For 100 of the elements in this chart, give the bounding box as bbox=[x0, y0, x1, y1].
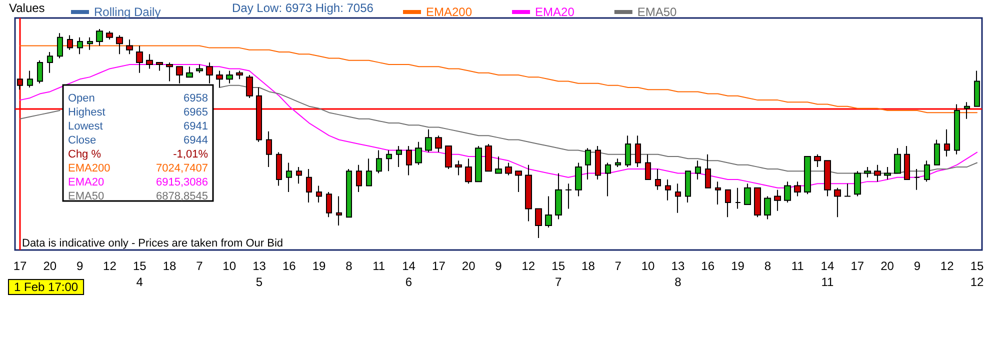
candlestick bbox=[665, 178, 671, 201]
candlestick bbox=[974, 70, 980, 107]
legend-label: EMA200 bbox=[426, 5, 472, 19]
candlestick bbox=[964, 102, 970, 120]
candlestick bbox=[585, 148, 591, 180]
candlestick bbox=[196, 64, 203, 74]
x-tick-label: 11 bbox=[372, 259, 386, 273]
candlestick bbox=[485, 143, 492, 172]
candlestick bbox=[475, 146, 482, 182]
x-tick-label: 15 7 bbox=[552, 259, 566, 289]
candlestick bbox=[725, 189, 731, 218]
x-tick-label: 19 bbox=[731, 259, 745, 273]
x-tick-label: 10 bbox=[222, 259, 236, 273]
x-tick-label: 7 bbox=[614, 259, 622, 273]
candlestick bbox=[465, 158, 472, 184]
x-tick-label: 16 bbox=[701, 259, 715, 273]
x-tick-label: 8 bbox=[346, 259, 353, 273]
x-tick-label: 15 4 bbox=[132, 259, 147, 289]
candlestick bbox=[784, 181, 791, 203]
candlestick bbox=[346, 168, 352, 218]
text: Lowest 6941 bbox=[68, 120, 208, 132]
candlestick bbox=[735, 187, 741, 210]
candlestick bbox=[834, 187, 841, 218]
candlestick bbox=[166, 62, 173, 82]
candlestick bbox=[954, 104, 960, 155]
x-tick-label: 14 11 bbox=[820, 259, 834, 289]
legend-label: EMA20 bbox=[535, 5, 575, 19]
candlestick bbox=[126, 38, 133, 55]
text: Close 6944 bbox=[68, 134, 208, 146]
candlestick bbox=[545, 196, 552, 228]
candlestick bbox=[57, 32, 63, 59]
candlestick bbox=[904, 146, 910, 180]
candlestick bbox=[296, 166, 302, 184]
candlestick bbox=[884, 166, 891, 180]
legend-title: Values bbox=[9, 1, 45, 15]
x-tick-label: 17 bbox=[432, 259, 446, 273]
x-tick-label: 8 bbox=[764, 259, 772, 273]
candlestick bbox=[675, 183, 681, 214]
candlestick bbox=[605, 162, 611, 197]
x-tick-label: 7 bbox=[196, 259, 204, 273]
candlestick bbox=[944, 128, 950, 157]
x-tick-label: 9 bbox=[495, 259, 502, 273]
candlestick bbox=[774, 189, 781, 212]
candlestick bbox=[106, 30, 113, 40]
candlestick bbox=[455, 160, 462, 176]
x-tick-label: 10 bbox=[641, 259, 656, 273]
candlestick bbox=[266, 130, 272, 168]
candlestick bbox=[236, 70, 243, 80]
candlestick bbox=[366, 158, 372, 186]
candlestick bbox=[645, 154, 651, 180]
x-tick-label: 20 bbox=[880, 259, 894, 273]
x-tick-label: 16 bbox=[282, 259, 296, 273]
candlestick bbox=[396, 146, 402, 168]
text: EMA200 7024,7407 bbox=[68, 162, 208, 174]
x-tick-label: 9 bbox=[76, 259, 84, 273]
candlestick bbox=[435, 135, 442, 153]
x-tick-label: 12 bbox=[103, 259, 117, 273]
candlestick bbox=[804, 156, 811, 195]
candlestick bbox=[246, 74, 253, 98]
candlestick bbox=[615, 158, 621, 168]
candlestick bbox=[525, 164, 532, 222]
x-tick-label: 14 6 bbox=[402, 259, 416, 289]
x-tick-label: 13 8 bbox=[671, 259, 685, 289]
candlestick bbox=[276, 152, 282, 186]
candlestick bbox=[655, 168, 661, 190]
candlestick bbox=[635, 135, 641, 168]
candlestick bbox=[96, 28, 103, 46]
candlestick bbox=[216, 70, 223, 88]
x-tick-label: 18 bbox=[162, 259, 177, 273]
x-tick-label: 17 bbox=[850, 259, 864, 273]
candlestick bbox=[685, 170, 691, 203]
candlestick bbox=[555, 172, 562, 220]
text: EMA50 6878,8545 bbox=[68, 190, 208, 202]
candlestick bbox=[565, 183, 572, 210]
x-tick-label: 20 bbox=[462, 259, 476, 273]
x-tick-label: 20 bbox=[43, 259, 57, 273]
candlestick bbox=[415, 141, 422, 166]
candlestick bbox=[705, 154, 711, 188]
candlestick bbox=[326, 192, 332, 218]
candlestick bbox=[894, 148, 901, 174]
text: Open 6958 bbox=[68, 92, 208, 104]
candlestick bbox=[356, 164, 362, 193]
candlestick bbox=[505, 162, 512, 176]
candlestick bbox=[794, 181, 801, 197]
candlestick bbox=[715, 181, 721, 206]
candlestick bbox=[445, 146, 452, 170]
text: Highest 6965 bbox=[68, 106, 208, 118]
series-label: Rolling Daily bbox=[94, 5, 161, 19]
x-tick-label: 12 bbox=[522, 259, 536, 273]
candlestick bbox=[535, 208, 542, 238]
candlestick bbox=[695, 160, 701, 180]
legend-label: EMA50 bbox=[637, 5, 678, 19]
candlestick bbox=[874, 164, 881, 182]
x-tick-label: 19 bbox=[312, 259, 326, 273]
candlestick bbox=[515, 170, 522, 193]
candlestick bbox=[924, 160, 930, 182]
candlestick bbox=[87, 36, 93, 50]
candlestick bbox=[27, 70, 33, 88]
candlestick bbox=[764, 196, 771, 220]
candlestick bbox=[67, 34, 73, 50]
